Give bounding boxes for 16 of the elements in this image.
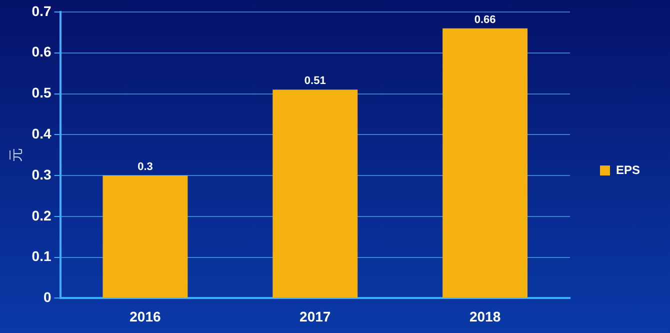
data-label: 0.51 bbox=[304, 75, 326, 88]
x-tick-label: 2017 bbox=[300, 308, 331, 324]
legend-label: EPS bbox=[616, 162, 640, 177]
x-tick-label: 2018 bbox=[469, 308, 501, 324]
y-tick-label: 0.2 bbox=[32, 207, 52, 224]
data-label: 0.66 bbox=[474, 14, 496, 26]
y-tick-label: 0 bbox=[43, 289, 52, 306]
y-tick-label: 0.6 bbox=[32, 44, 52, 60]
y-tick-label: 0.1 bbox=[32, 248, 52, 264]
x-tick-label: 2016 bbox=[130, 308, 161, 324]
data-label: 0.3 bbox=[138, 161, 153, 174]
y-axis-title: 元 bbox=[7, 148, 24, 162]
y-tick-label: 0.5 bbox=[32, 84, 52, 101]
y-tick-label: 0.4 bbox=[32, 126, 52, 142]
y-tick-label: 0.3 bbox=[32, 166, 52, 182]
y-tick-label: 0.7 bbox=[32, 2, 52, 19]
